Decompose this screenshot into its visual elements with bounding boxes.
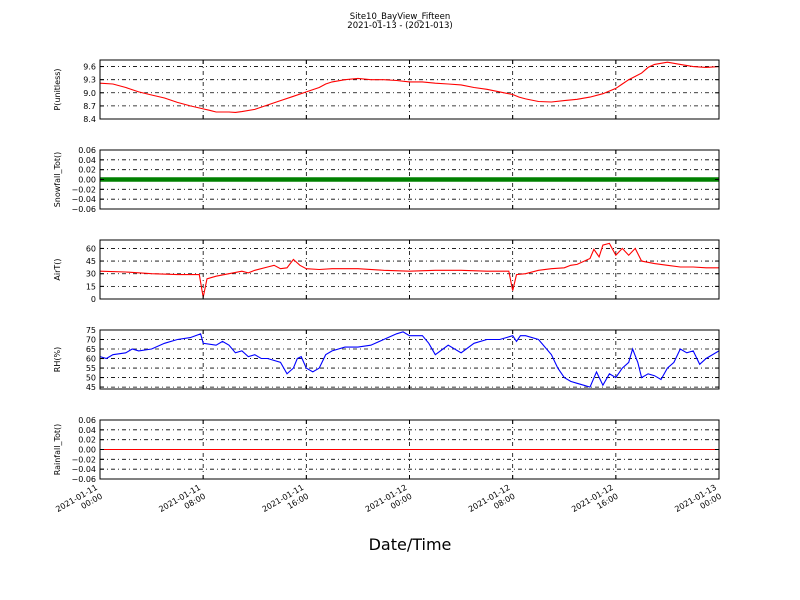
chart-panel-1: 8.4 8.7 9.0 9.3 9.6 P(unitless) bbox=[53, 59, 720, 124]
y-tick-label: 30 bbox=[86, 270, 96, 279]
y-tick-label: 9.6 bbox=[83, 63, 96, 72]
y-tick-label: 0.06 bbox=[78, 416, 96, 425]
y-tick-label: 0.00 bbox=[78, 446, 96, 455]
y-tick-label: 0 bbox=[91, 295, 96, 304]
y-tick-label: 60 bbox=[86, 244, 96, 253]
y-tick-label: 75 bbox=[86, 326, 96, 335]
y-axis-label: P(unitless) bbox=[53, 68, 62, 110]
y-tick-label: −0.06 bbox=[71, 205, 96, 214]
chart-panel-5: −0.06−0.04−0.020.000.020.040.06 Rainfall_… bbox=[53, 416, 720, 484]
y-tick-label: −0.04 bbox=[71, 195, 96, 204]
y-tick-label: 0.04 bbox=[78, 426, 96, 435]
chart-panels: 8.48.79.09.39.6P(unitless)−0.06−0.04−0.0… bbox=[53, 59, 720, 484]
y-tick-label: 0.06 bbox=[78, 146, 96, 155]
y-axis-label: Rainfall_Tot() bbox=[53, 424, 62, 476]
y-tick-label: −0.06 bbox=[71, 475, 96, 484]
y-tick-label: 50 bbox=[86, 374, 96, 383]
y-axis-label: RH(%) bbox=[53, 347, 62, 372]
y-tick-label: 15 bbox=[86, 282, 96, 291]
y-tick-label: −0.04 bbox=[71, 465, 96, 474]
chart-panel-3: 0 15 30 45 60 AirT() bbox=[53, 239, 720, 304]
y-tick-label: 45 bbox=[86, 383, 96, 392]
y-tick-label: 0.02 bbox=[78, 166, 96, 175]
y-tick-label: 70 bbox=[86, 336, 96, 345]
y-tick-label: 0.02 bbox=[78, 436, 96, 445]
y-tick-label: 8.7 bbox=[83, 102, 96, 111]
y-axis-label: Snowfall_Tot() bbox=[53, 152, 62, 208]
y-tick-label: 55 bbox=[86, 364, 96, 373]
y-axis-label: AirT() bbox=[53, 258, 62, 280]
chart-subtitle: 2021-01-13 - (2021-013) bbox=[347, 21, 452, 31]
y-tick-label: 9.0 bbox=[83, 89, 96, 98]
y-tick-label: 9.3 bbox=[83, 76, 96, 85]
chart-title: Site10_BayView_Fifteen bbox=[350, 12, 451, 22]
y-tick-label: 0.00 bbox=[78, 176, 96, 185]
series-line bbox=[100, 61, 719, 113]
chart-panel-2: −0.06−0.04−0.020.000.020.040.06 Snowfall_… bbox=[53, 146, 720, 214]
series-line bbox=[100, 331, 719, 388]
y-tick-label: −0.02 bbox=[71, 455, 96, 464]
y-tick-label: 60 bbox=[86, 355, 96, 364]
series-line bbox=[100, 242, 719, 298]
y-tick-label: 65 bbox=[86, 345, 96, 354]
x-axis-label: Date/Time bbox=[369, 535, 452, 554]
y-tick-label: −0.02 bbox=[71, 185, 96, 194]
y-tick-label: 45 bbox=[86, 257, 96, 266]
y-tick-label: 8.4 bbox=[83, 115, 96, 124]
y-tick-label: 0.04 bbox=[78, 156, 96, 165]
